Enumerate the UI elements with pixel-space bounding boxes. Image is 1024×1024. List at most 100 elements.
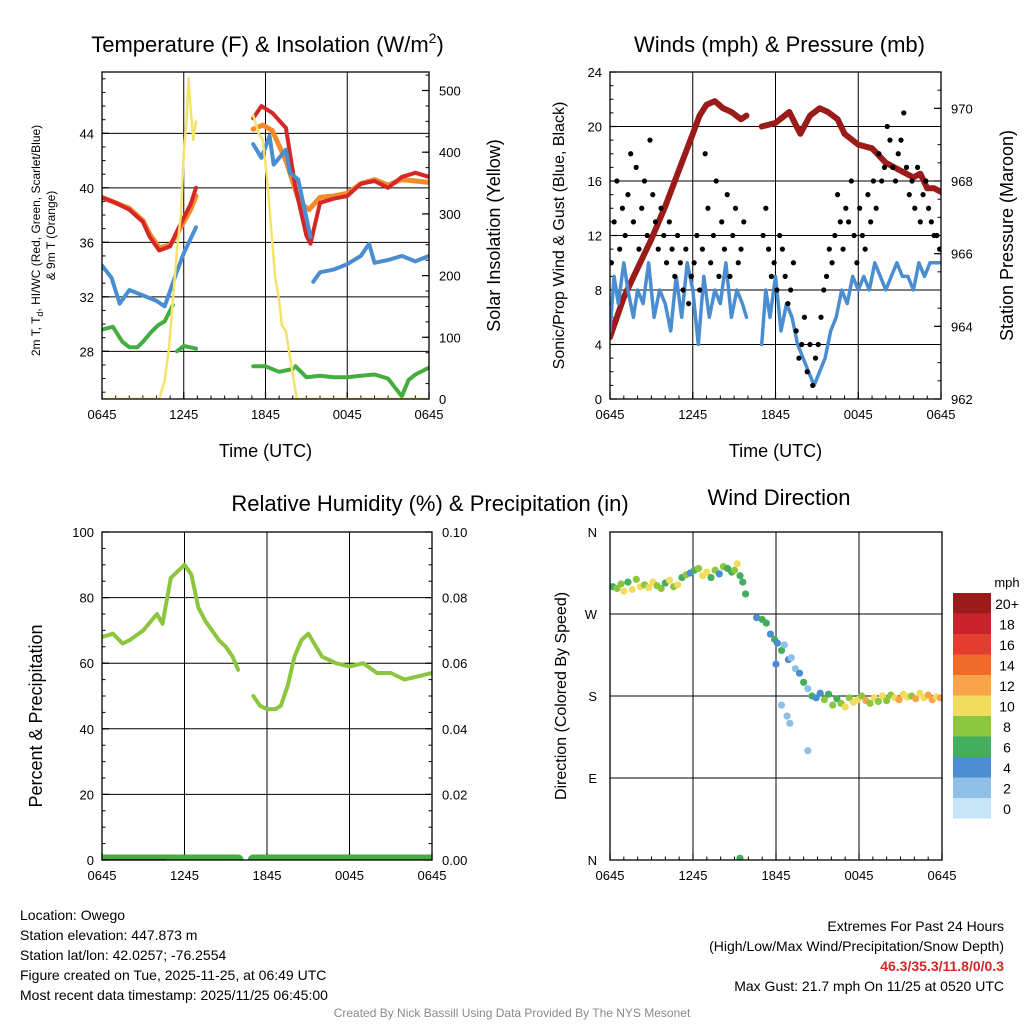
x-tick-label: 0645 [596,407,625,422]
x-tick-label: 0045 [335,868,364,883]
panel-title: Wind Direction [707,485,850,510]
extremes-subtitle: (High/Low/Max Wind/Precipitation/Snow De… [709,938,1004,954]
hi-wc-line [102,225,198,309]
wind-direction-point [777,701,786,709]
y2-axis-label: Solar Insolation (Yellow) [484,139,504,331]
gust-point [914,164,921,170]
gust-point [937,246,941,252]
gust-point [741,219,747,225]
wind-direction-point [766,630,775,638]
wind-direction-point [772,660,780,668]
x-tick-label: 1245 [679,868,708,883]
y2-tick-label: 500 [439,84,461,99]
gust-point [845,219,852,225]
gust-point [730,232,736,239]
panel-title: Temperature (F) & Insolation (W/m2) [91,30,444,57]
gust-point [901,110,907,116]
credit-line: Created By Nick Bassill Using Data Provi… [333,1006,691,1020]
gust-point [727,273,733,279]
panel-title-main: Temperature (F) & Insolation (W/m [91,32,428,57]
gust-point [881,164,888,170]
gust-point [925,205,932,211]
solar-insolation-line [251,113,429,399]
y-tick-label: 32 [80,290,94,305]
x-tick-label: 0645 [415,407,444,422]
extremes-values: 46.3/35.3/11.8/0/0.3 [880,958,1004,974]
wind-direction-point [736,572,744,580]
x-tick-label: 0645 [88,868,117,883]
y2-tick-label: 0.04 [442,722,467,737]
wind-speed-legend: mph 20+ 18 16 14 12 10 8 6 4 2 0 [953,575,1020,819]
gust-point [917,219,923,225]
y2-tick-label: 400 [439,145,461,160]
wind-direction-point [741,590,750,598]
legend-label: 18 [999,617,1015,633]
gust-point [697,287,703,293]
gust-point [766,246,772,252]
legend-swatch [953,736,991,757]
gust-point [834,192,841,198]
gust-point [713,178,719,184]
wind-direction-point [762,619,770,627]
gust-point [614,178,620,184]
gust-point [873,205,879,211]
wind-direction-point [773,639,781,647]
wind-direction-point [620,587,628,595]
y-axis-label-sub: d [35,312,45,317]
wind-direction-point [878,692,887,700]
y2-tick-label: 300 [439,207,461,222]
gust-point [686,301,692,307]
temperature-insolation-panel: 0645 1245 1845 0045 0645 28 32 36 40 44 0 100 200 300… [29,30,504,461]
x-tick-label: 0045 [844,407,873,422]
y-tick-label: W [585,607,598,622]
x-tick-label: 1245 [169,407,198,422]
gust-point [810,382,816,388]
gust-point [705,205,711,211]
gust-point [837,219,843,225]
y-tick-label: 4 [595,338,602,353]
gust-point [832,232,838,239]
y-axis-label: Percent & Precipitation [26,624,46,807]
gust-point [666,219,672,225]
gust-point [658,205,664,211]
wind-direction-point [804,685,812,693]
station-latlon: Station lat/lon: 42.0257; -76.2554 [20,947,227,963]
gust-point [622,232,628,239]
y-axis-label-part: 2m T, T [29,316,43,356]
humidity-precipitation-panel: 0645 1245 1845 0045 06450204060801000.000.02… [26,491,629,883]
wind-direction-point [617,580,625,588]
legend-label: 14 [999,658,1015,674]
wind-direction-point [787,654,795,662]
wind-direction-point [780,641,788,649]
gust-point [732,205,739,211]
gust-point [647,137,653,143]
gust-point [777,232,783,239]
hi-wc-line [311,241,429,284]
gust-point [702,151,708,157]
wind-direction-point [657,584,665,593]
gust-point [683,246,689,252]
gust-point [818,314,824,320]
y2-tick-label: 100 [439,330,461,345]
gust-point [934,232,940,239]
x-tick-label: 0645 [928,868,957,883]
gust-point [840,246,846,252]
gust-point [812,355,819,361]
wind-direction-point [824,690,833,698]
wind-direction-point [916,689,924,697]
y-tick-label: 20 [588,120,602,135]
wind-direction-point [841,703,849,711]
legend-label: 16 [999,637,1015,653]
gust-point [699,246,706,252]
gust-point [790,260,797,266]
gust-point [788,287,794,293]
x-tick-label: 0045 [845,868,874,883]
wind-direction-point [665,576,674,584]
x-tick-label: 1845 [762,868,791,883]
gust-point [785,301,791,307]
gust-point [650,192,656,198]
wind-direction-point [733,560,741,568]
panel-title-end: ) [436,32,443,57]
y-tick-label: 80 [80,591,94,606]
wind-direction-point [937,694,942,702]
